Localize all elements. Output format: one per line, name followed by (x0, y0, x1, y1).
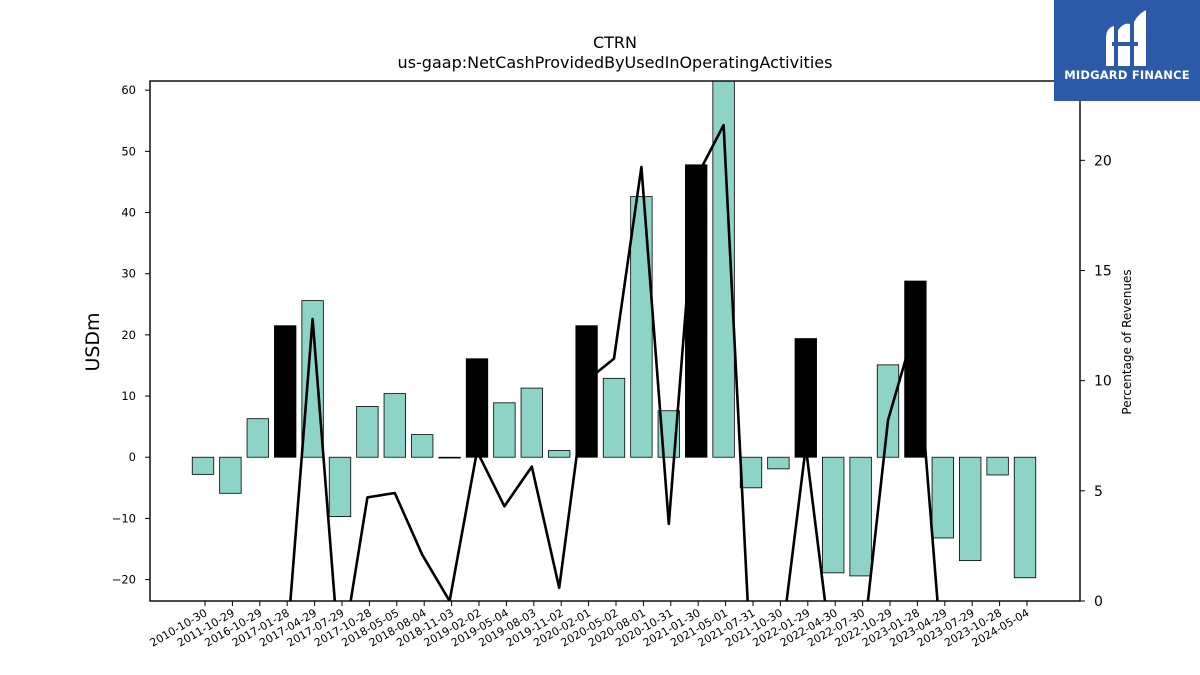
bar (411, 434, 434, 458)
bar (383, 393, 406, 458)
y-tick-label: −20 (112, 573, 136, 587)
bar (219, 456, 242, 494)
chart-subtitle: us-gaap:NetCashProvidedByUsedInOperating… (398, 53, 833, 72)
bar (986, 456, 1009, 476)
plot-area: −20−100102030405060051015202010-10-30201… (112, 80, 1112, 650)
bar (548, 450, 571, 458)
bar (301, 300, 324, 458)
bar (767, 456, 790, 470)
y2-tick-label: 15 (1094, 263, 1112, 279)
y-tick-label: 40 (121, 206, 136, 220)
bar (438, 456, 461, 459)
y-tick-label: 30 (121, 267, 136, 281)
y-tick-label: −10 (112, 511, 136, 525)
y-axis-label: USDm (82, 312, 104, 371)
y-tick-label: 60 (121, 83, 136, 97)
y-tick-label: 50 (121, 144, 136, 158)
midgard-finance-logo: MIDGARD FINANCE (1054, 0, 1200, 101)
y2-axis-label: Percentage of Revenues (1120, 269, 1134, 414)
bar (602, 377, 626, 458)
logo-text: MIDGARD FINANCE (1064, 68, 1190, 82)
bar (356, 406, 379, 458)
series-line (289, 123, 939, 601)
bar (493, 402, 516, 458)
bar (876, 364, 900, 458)
y2-tick-label: 0 (1094, 594, 1103, 610)
y-tick-label: 0 (129, 450, 136, 464)
y2-tick-label: 5 (1094, 484, 1103, 500)
bar (274, 325, 297, 458)
bar (931, 456, 954, 539)
bar (822, 456, 845, 574)
y2-tick-label: 20 (1094, 153, 1112, 169)
bar (520, 387, 543, 458)
bar (794, 338, 817, 458)
y-tick-label: 20 (121, 328, 136, 342)
bar (849, 456, 872, 577)
bar (465, 358, 489, 458)
chart-title: CTRN (593, 33, 637, 52)
bar (904, 280, 927, 458)
y2-tick-label: 10 (1094, 374, 1112, 390)
bar (685, 164, 708, 458)
midgard-logo-icon (1106, 10, 1146, 67)
bar (328, 456, 352, 517)
bar (191, 456, 215, 475)
bar (959, 456, 982, 562)
bar (246, 418, 269, 458)
bar (1013, 456, 1037, 579)
plot-frame (149, 80, 1081, 602)
y-tick-label: 10 (121, 389, 136, 403)
bar (630, 196, 653, 458)
bar (739, 456, 763, 489)
